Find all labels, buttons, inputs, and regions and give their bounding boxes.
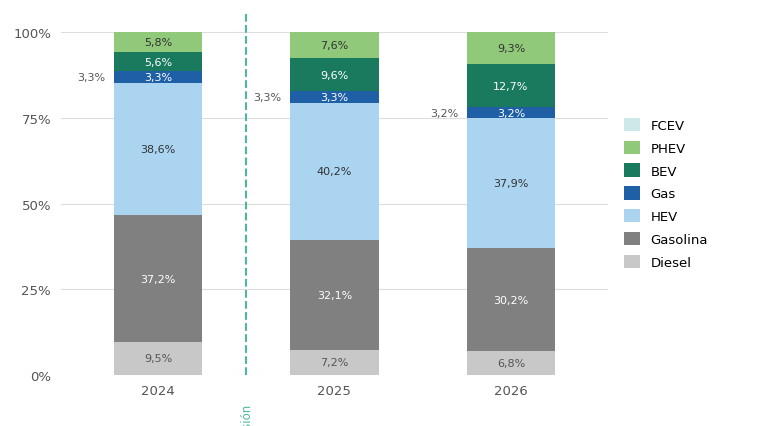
Text: 6,8%: 6,8% [497,358,525,368]
Text: 3,3%: 3,3% [77,73,105,83]
Bar [467,351,555,375]
Bar [114,33,202,53]
Text: 37,9%: 37,9% [493,179,529,189]
Bar [290,92,378,104]
Text: 7,6%: 7,6% [320,41,349,51]
Text: 5,6%: 5,6% [144,58,172,68]
Bar [290,350,378,375]
Text: 7,2%: 7,2% [320,357,349,368]
Text: 3,2%: 3,2% [429,109,458,118]
Text: 37,2%: 37,2% [140,274,176,284]
Bar [467,33,555,65]
Text: 40,2%: 40,2% [317,167,352,177]
Text: 9,3%: 9,3% [497,44,525,54]
Bar [114,343,202,375]
Bar [290,104,378,241]
Text: 3,2%: 3,2% [497,109,525,118]
Text: 38,6%: 38,6% [141,144,176,154]
Text: 3,3%: 3,3% [320,93,349,103]
Bar [467,108,555,119]
Bar [114,216,202,343]
Bar [467,119,555,248]
Bar [114,83,202,216]
Bar [290,33,378,59]
Text: 9,6%: 9,6% [320,71,349,81]
Text: Previsión: Previsión [239,402,252,426]
Text: 30,2%: 30,2% [493,295,528,305]
Text: 9,5%: 9,5% [144,354,172,364]
Bar [290,59,378,92]
Text: 3,3%: 3,3% [144,73,172,83]
Bar [467,248,555,351]
Bar [114,72,202,83]
Legend: FCEV, PHEV, BEV, Gas, HEV, Gasolina, Diesel: FCEV, PHEV, BEV, Gas, HEV, Gasolina, Die… [620,115,712,273]
Text: 3,3%: 3,3% [253,93,281,103]
Text: 5,8%: 5,8% [144,38,172,48]
Text: 32,1%: 32,1% [317,291,352,300]
Text: 12,7%: 12,7% [493,81,529,92]
Bar [290,241,378,350]
Bar [114,53,202,72]
Bar [467,65,555,108]
